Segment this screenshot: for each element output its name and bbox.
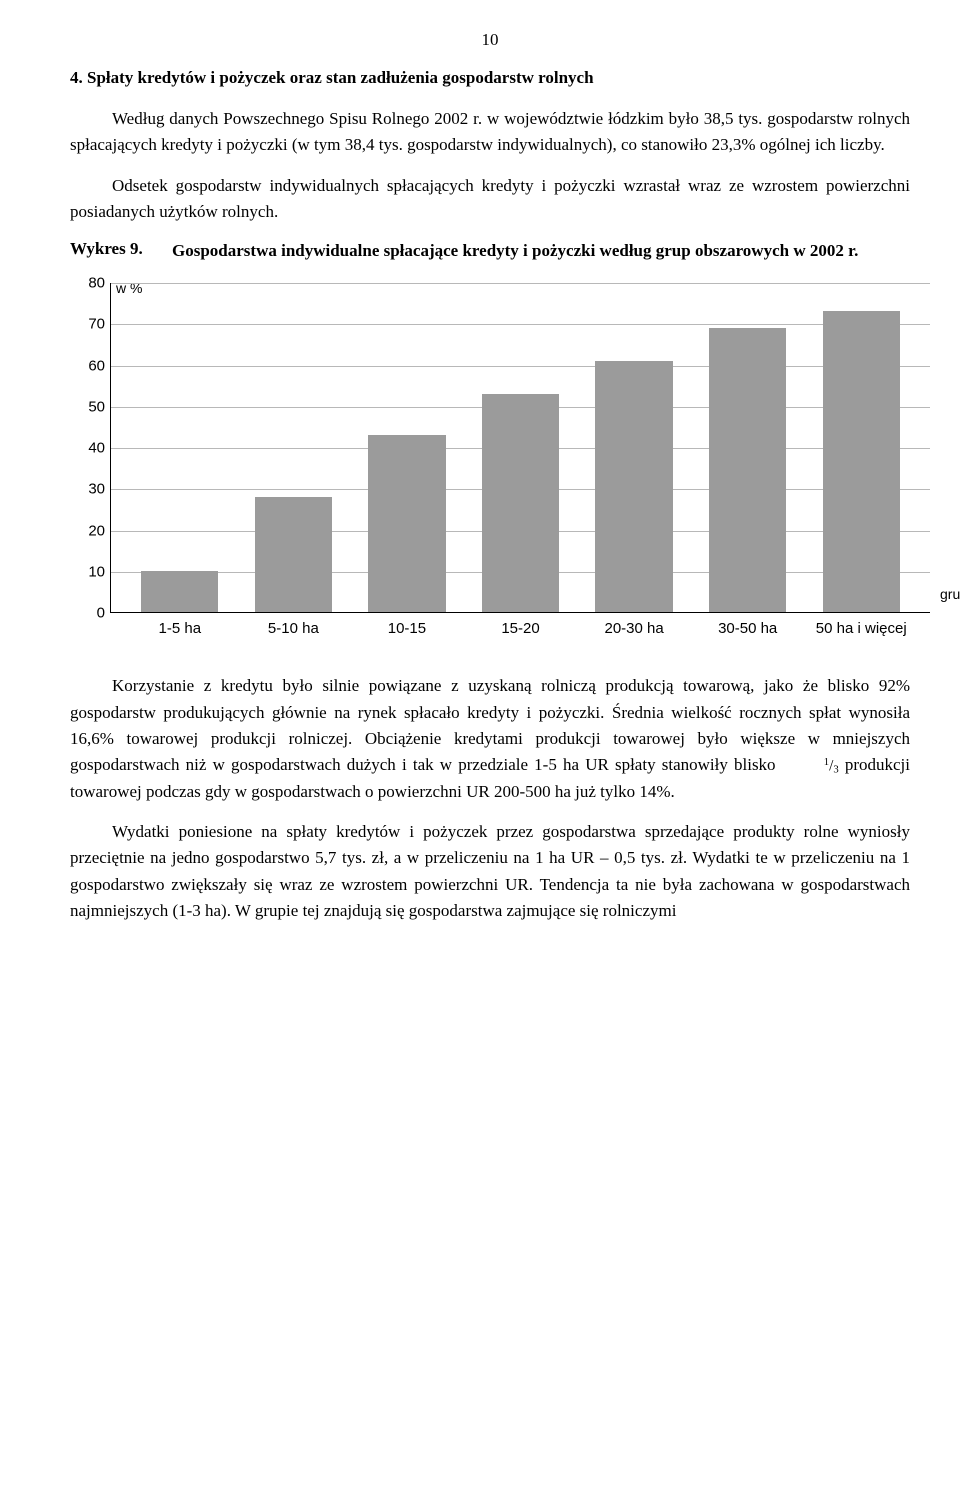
section-heading: 4. Spłaty kredytów i pożyczek oraz stan … <box>70 68 910 88</box>
bar-chart: w % grupy obszarowe 010203040506070801-5… <box>70 283 930 613</box>
paragraph-body-2: Wydatki poniesione na spłaty kredytów i … <box>70 819 910 924</box>
figure-label: Wykres 9. <box>70 239 172 259</box>
chart-xtick-label: 15-20 <box>501 620 539 637</box>
paragraph-intro-1: Według danych Powszechnego Spisu Rolnego… <box>70 106 910 159</box>
chart-bars: 1-5 ha5-10 ha10-1515-2020-30 ha30-50 ha5… <box>111 283 930 612</box>
chart-bar-slot: 50 ha i więcej <box>804 311 918 612</box>
chart-ytick-label: 60 <box>88 357 105 374</box>
chart-ytick-label: 80 <box>88 275 105 292</box>
chart-ytick-label: 50 <box>88 398 105 415</box>
chart-xtick-label: 1-5 ha <box>159 620 202 637</box>
chart-bar <box>255 497 332 613</box>
chart-bar <box>141 571 218 612</box>
figure-caption-row: Wykres 9. Gospodarstwa indywidualne spła… <box>70 239 910 263</box>
page-number: 10 <box>70 30 910 50</box>
fraction-one-third: 1/3 <box>782 754 839 778</box>
chart-bar-slot: 10-15 <box>350 435 464 612</box>
chart-ytick-label: 70 <box>88 316 105 333</box>
chart-xtick-label: 30-50 ha <box>718 620 777 637</box>
chart-ytick-label: 40 <box>88 440 105 457</box>
figure-title: Gospodarstwa indywidualne spłacające kre… <box>172 239 858 263</box>
chart-xtick-label: 20-30 ha <box>604 620 663 637</box>
paragraph-body-1: Korzystanie z kredytu było silnie powiąz… <box>70 673 910 805</box>
chart-plot-area: grupy obszarowe 010203040506070801-5 ha5… <box>110 283 930 613</box>
chart-bar-slot: 1-5 ha <box>123 571 237 612</box>
chart-bar-slot: 20-30 ha <box>577 361 691 613</box>
chart-bar-slot: 15-20 <box>464 394 578 613</box>
chart-xtick-label: 5-10 ha <box>268 620 319 637</box>
chart-ytick-label: 20 <box>88 522 105 539</box>
chart-ytick-label: 10 <box>88 563 105 580</box>
chart-bar-slot: 30-50 ha <box>691 328 805 613</box>
chart-xtick-label: 50 ha i więcej <box>816 620 907 637</box>
chart-bar <box>595 361 672 613</box>
page: 10 4. Spłaty kredytów i pożyczek oraz st… <box>0 0 960 1491</box>
chart-ytick-label: 30 <box>88 481 105 498</box>
chart-bar <box>368 435 445 612</box>
chart-bar-slot: 5-10 ha <box>237 497 351 613</box>
chart-ytick-label: 0 <box>97 605 105 622</box>
chart-bar <box>709 328 786 613</box>
chart-x-axis-title: grupy obszarowe <box>940 586 960 602</box>
chart-bar <box>482 394 559 613</box>
chart-xtick-label: 10-15 <box>388 620 426 637</box>
paragraph-intro-2: Odsetek gospodarstw indywidualnych spłac… <box>70 173 910 226</box>
fraction-numerator: 1 <box>824 756 829 768</box>
chart-bar <box>823 311 900 612</box>
